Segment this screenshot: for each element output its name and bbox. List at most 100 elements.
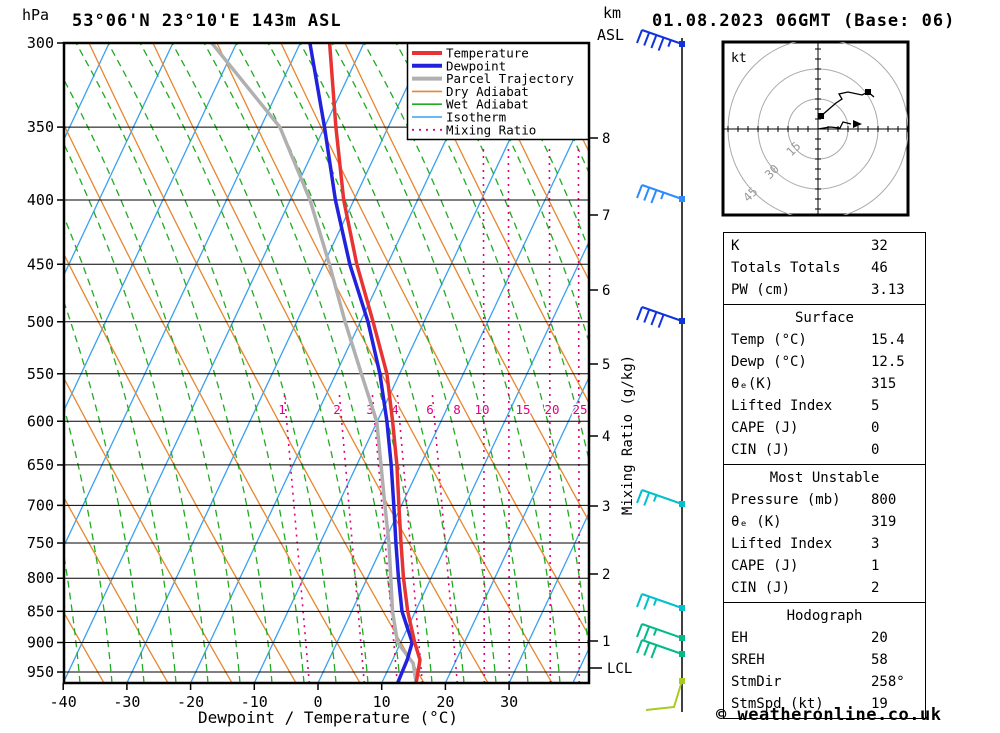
dry-adiabat-line <box>88 43 425 683</box>
legend-label: Dry Adiabat <box>446 84 529 99</box>
isotherm-line <box>444 375 589 683</box>
date-label: 01.08.2023 06GMT (Base: 06) <box>652 11 956 31</box>
pressure-unit-label: hPa <box>22 6 50 24</box>
mixing-ratio-axis-label: Mixing Ratio (g/kg) <box>620 355 636 515</box>
wind-barb <box>636 29 685 51</box>
pressure-tick-label: 300 <box>27 34 54 52</box>
wind-barb <box>636 639 685 659</box>
km-tick-label: 6 <box>602 283 610 299</box>
wet-adiabat-line <box>64 142 209 683</box>
dry-adiabat-line <box>64 496 169 683</box>
parcel-trajectory-curve <box>210 43 418 683</box>
stat-label: Temp (°C) <box>731 332 807 348</box>
stat-row: CIN (J) 0 <box>724 439 925 461</box>
stat-value: 3.13 <box>871 282 905 298</box>
wind-barb <box>636 623 685 641</box>
temp-tick-label: -40 <box>50 693 77 711</box>
temp-tick-label: 30 <box>500 693 518 711</box>
temp-tick-label: -20 <box>177 693 204 711</box>
stats-section-indices: K 32 Totals Totals 46 PW (cm) 3.13 <box>723 232 926 305</box>
stat-row: StmSpd (kt) 19 <box>724 693 925 715</box>
km-tick-label: 7 <box>602 208 610 224</box>
hodograph-trace-low <box>817 121 852 130</box>
legend-label: Temperature <box>446 46 529 61</box>
stats-section-hodograph: Hodograph EH 20 SREH 58 StmDir 258° StmSpd (kt)… <box>723 602 926 719</box>
mixing-ratio-line <box>283 389 311 683</box>
wind-barb <box>636 184 685 204</box>
isotherm-line <box>64 43 365 683</box>
mixing-ratio-label: 8 <box>453 402 461 417</box>
isotherm-line <box>64 43 301 548</box>
temp-tick-label: -30 <box>113 693 140 711</box>
asl-unit-label: ASL <box>597 26 625 44</box>
stat-value: 0 <box>871 420 880 436</box>
stat-label: CIN (J) <box>731 442 791 458</box>
mixing-ratio-label: 2 <box>333 402 341 417</box>
stat-value: 315 <box>871 376 897 392</box>
pressure-tick-label: 900 <box>27 634 54 652</box>
mixing-ratio-label: 20 <box>544 402 559 417</box>
stat-value: 258° <box>871 674 905 690</box>
wind-barb <box>645 678 685 711</box>
pressure-tick-label: 450 <box>27 255 54 273</box>
dry-adiabat-line <box>64 123 361 683</box>
stats-section-most-unstable: Most Unstable Pressure (mb) 800 θₑ (K) 319 Li… <box>723 464 926 603</box>
mixing-ratio-label: 15 <box>515 402 530 417</box>
isotherm-line <box>508 511 589 683</box>
stat-label: θₑ(K) <box>731 376 774 392</box>
stat-row: Totals Totals 46 <box>724 257 925 279</box>
legend-label: Parcel Trajectory <box>446 71 574 86</box>
copyright: © weatheronline.co.uk <box>716 705 942 725</box>
stat-row: Temp (°C) 15.4 <box>724 329 925 351</box>
dewpoint-curve <box>308 43 414 683</box>
stat-value: 1 <box>871 558 880 574</box>
chart-title: 53°06'N 23°10'E 143m ASL <box>72 11 342 31</box>
pressure-tick-label: 950 <box>27 663 54 681</box>
stat-value: 58 <box>871 652 888 668</box>
legend-label: Dewpoint <box>446 58 506 73</box>
dry-adiabat-line <box>64 253 297 683</box>
mixing-ratio-line <box>371 389 399 683</box>
stat-row: K 32 <box>724 235 925 257</box>
dry-adiabat-line <box>344 43 589 523</box>
pressure-tick-label: 850 <box>27 602 54 620</box>
stat-row: θₑ (K) 319 <box>724 511 925 533</box>
isotherm-line <box>253 43 556 683</box>
stat-row: EH 20 <box>724 627 925 649</box>
temp-tick-label: 0 <box>313 693 322 711</box>
hodograph-arrow <box>853 120 862 128</box>
stats-section-surface: Surface Temp (°C) 15.4 Dewp (°C) 12.5 θₑ(K) 31… <box>723 304 926 465</box>
stat-label: StmDir <box>731 674 782 690</box>
mixing-ratio-line <box>396 389 424 683</box>
temperature-curve <box>327 43 422 683</box>
pressure-tick-label: 350 <box>27 118 54 136</box>
stat-row: StmDir 258° <box>724 671 925 693</box>
stat-value: 15.4 <box>871 332 905 348</box>
wet-adiabat-line <box>64 405 113 683</box>
stats-panel: K 32 Totals Totals 46 PW (cm) 3.13 Surface Temp… <box>723 232 926 719</box>
stat-value: 46 <box>871 260 888 276</box>
stat-row: CAPE (J) 0 <box>724 417 925 439</box>
stat-value: 19 <box>871 696 888 712</box>
stat-label: SREH <box>731 652 765 668</box>
stats-section-title: Surface <box>794 310 854 326</box>
stat-label: StmSpd (kt) <box>731 696 824 712</box>
temp-tick-label: 20 <box>436 693 454 711</box>
mixing-ratio-label: 3 <box>366 402 374 417</box>
wet-adiabat-line <box>64 78 241 683</box>
wet-adiabat-line <box>139 43 337 683</box>
stat-value: 2 <box>871 580 880 596</box>
stat-value: 0 <box>871 442 880 458</box>
dry-adiabat-line <box>216 43 553 683</box>
wind-barb <box>636 593 685 611</box>
stat-label: CAPE (J) <box>731 558 799 574</box>
lcl-label: LCL <box>607 661 632 677</box>
legend-label: Mixing Ratio <box>446 122 536 137</box>
stat-value: 12.5 <box>871 354 905 370</box>
hodograph-dot <box>818 113 824 119</box>
pressure-tick-label: 500 <box>27 313 54 331</box>
mixing-ratio-label: 6 <box>426 402 434 417</box>
stat-row: CIN (J) 2 <box>724 577 925 599</box>
